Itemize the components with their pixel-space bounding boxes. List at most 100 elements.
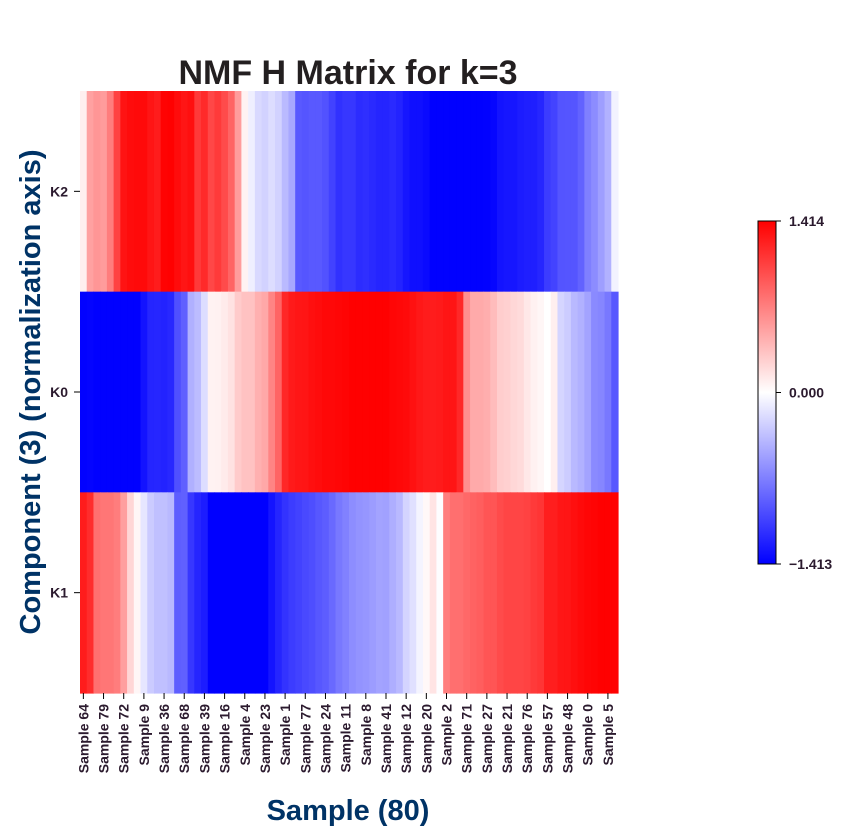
heatmap-cell: [187, 492, 195, 694]
heatmap-cell: [550, 492, 559, 694]
heatmap-cell: [550, 291, 559, 493]
x-tick-label: Sample 8: [358, 704, 374, 766]
heatmap-cell: [133, 492, 142, 694]
heatmap-cell: [100, 291, 108, 493]
heatmap-cell: [597, 91, 606, 293]
heatmap-cell: [328, 291, 337, 493]
colorbar-tick-label: 0.000: [789, 385, 824, 401]
heatmap-cell: [611, 91, 619, 293]
heatmap-cell: [369, 492, 377, 694]
heatmap-cell: [328, 492, 337, 694]
heatmap-cell: [591, 91, 599, 293]
heatmap-cell: [80, 91, 88, 293]
heatmap-cell: [470, 91, 478, 293]
heatmap-cell: [422, 91, 431, 293]
heatmap-cell: [409, 291, 417, 493]
x-tick-label: Sample 39: [196, 704, 212, 773]
heatmap-cell: [335, 91, 343, 293]
heatmap-cell: [382, 492, 390, 694]
heatmap-cell: [275, 492, 283, 694]
heatmap-cell: [550, 91, 559, 293]
heatmap-cell: [342, 492, 350, 694]
heatmap-cell: [483, 492, 491, 694]
colorbar-gradient: [757, 220, 777, 565]
heatmap-cell: [227, 91, 236, 293]
heatmap-cell: [496, 492, 505, 694]
heatmap-cell: [611, 291, 619, 493]
heatmap-cell: [308, 91, 316, 293]
x-tick-label: Sample 68: [176, 704, 192, 773]
heatmap-cell: [557, 291, 565, 493]
heatmap-cell: [100, 91, 108, 293]
x-axis-ticks: Sample 64 Sample 79 Sample 72 Sample 9 Sampl…: [75, 693, 616, 773]
heatmap-cell: [530, 492, 538, 694]
heatmap-cell: [389, 291, 397, 493]
heatmap-cell: [402, 492, 411, 694]
heatmap-cell: [268, 492, 276, 694]
heatmap-cell: [349, 91, 357, 293]
heatmap-cell: [160, 91, 169, 293]
heatmap-cell: [113, 91, 121, 293]
x-tick-label: Sample 77: [297, 704, 313, 773]
heatmap-cell: [362, 492, 370, 694]
heatmap-cell: [147, 492, 155, 694]
x-tick-label: Sample 20: [418, 704, 434, 773]
heatmap-cell: [537, 492, 545, 694]
heatmap-cell: [207, 91, 216, 293]
heatmap-cell: [295, 91, 303, 293]
heatmap-cell: [315, 91, 323, 293]
heatmap-cell: [268, 91, 276, 293]
heatmap-cell: [530, 291, 538, 493]
heatmap-cell: [544, 91, 552, 293]
heatmap-cell: [416, 492, 424, 694]
heatmap-cell: [456, 91, 464, 293]
heatmap-cell: [342, 291, 350, 493]
heatmap-cell: [530, 91, 538, 293]
heatmap-cell: [584, 291, 592, 493]
x-tick-label: Sample 64: [75, 704, 91, 773]
heatmap-cell: [93, 291, 101, 493]
colorbar-tick-label: 1.414: [789, 213, 824, 229]
heatmap-cell: [409, 91, 417, 293]
heatmap-cell: [490, 91, 498, 293]
heatmap-cell: [564, 291, 572, 493]
heatmap-cell: [496, 291, 505, 493]
heatmap-cell: [120, 91, 128, 293]
heatmap-cell: [281, 492, 290, 694]
heatmap-cell: [86, 91, 95, 293]
heatmap-cell: [523, 492, 532, 694]
x-axis-label: Sample (80): [267, 795, 430, 827]
chart-title: NMF H Matrix for k=3: [178, 54, 517, 92]
heatmap-cell: [133, 91, 142, 293]
heatmap-cell: [288, 91, 296, 293]
heatmap-cell: [153, 291, 162, 493]
x-tick-label: Sample 24: [317, 704, 333, 773]
heatmap-cell: [449, 91, 458, 293]
heatmap-cell: [214, 91, 222, 293]
heatmap-cell: [349, 291, 357, 493]
heatmap-cell: [106, 291, 115, 493]
heatmap-cell: [355, 492, 364, 694]
heatmap-cell: [436, 291, 444, 493]
heatmap-cell: [591, 492, 599, 694]
x-tick-label: Sample 0: [580, 704, 596, 766]
heatmap-cell: [194, 291, 202, 493]
heatmap-cell: [463, 91, 471, 293]
heatmap-cell: [476, 492, 485, 694]
heatmap-cell: [201, 91, 209, 293]
heatmap-cell: [295, 291, 303, 493]
heatmap-cell: [389, 91, 397, 293]
heatmap-cell: [241, 91, 249, 293]
heatmap-cell: [187, 91, 195, 293]
heatmap-cell: [174, 492, 182, 694]
heatmap-cell: [375, 291, 384, 493]
heatmap-cell: [214, 291, 222, 493]
x-tick-label: Sample 11: [338, 704, 354, 773]
heatmap-cell: [449, 291, 458, 493]
x-tick-label: Sample 36: [156, 704, 172, 773]
heatmap-cell: [106, 492, 115, 694]
heatmap-cell: [234, 91, 242, 293]
colorbar-ticks: 1.414 0.000 −1.413: [776, 213, 832, 572]
heatmap-cell: [187, 291, 195, 493]
